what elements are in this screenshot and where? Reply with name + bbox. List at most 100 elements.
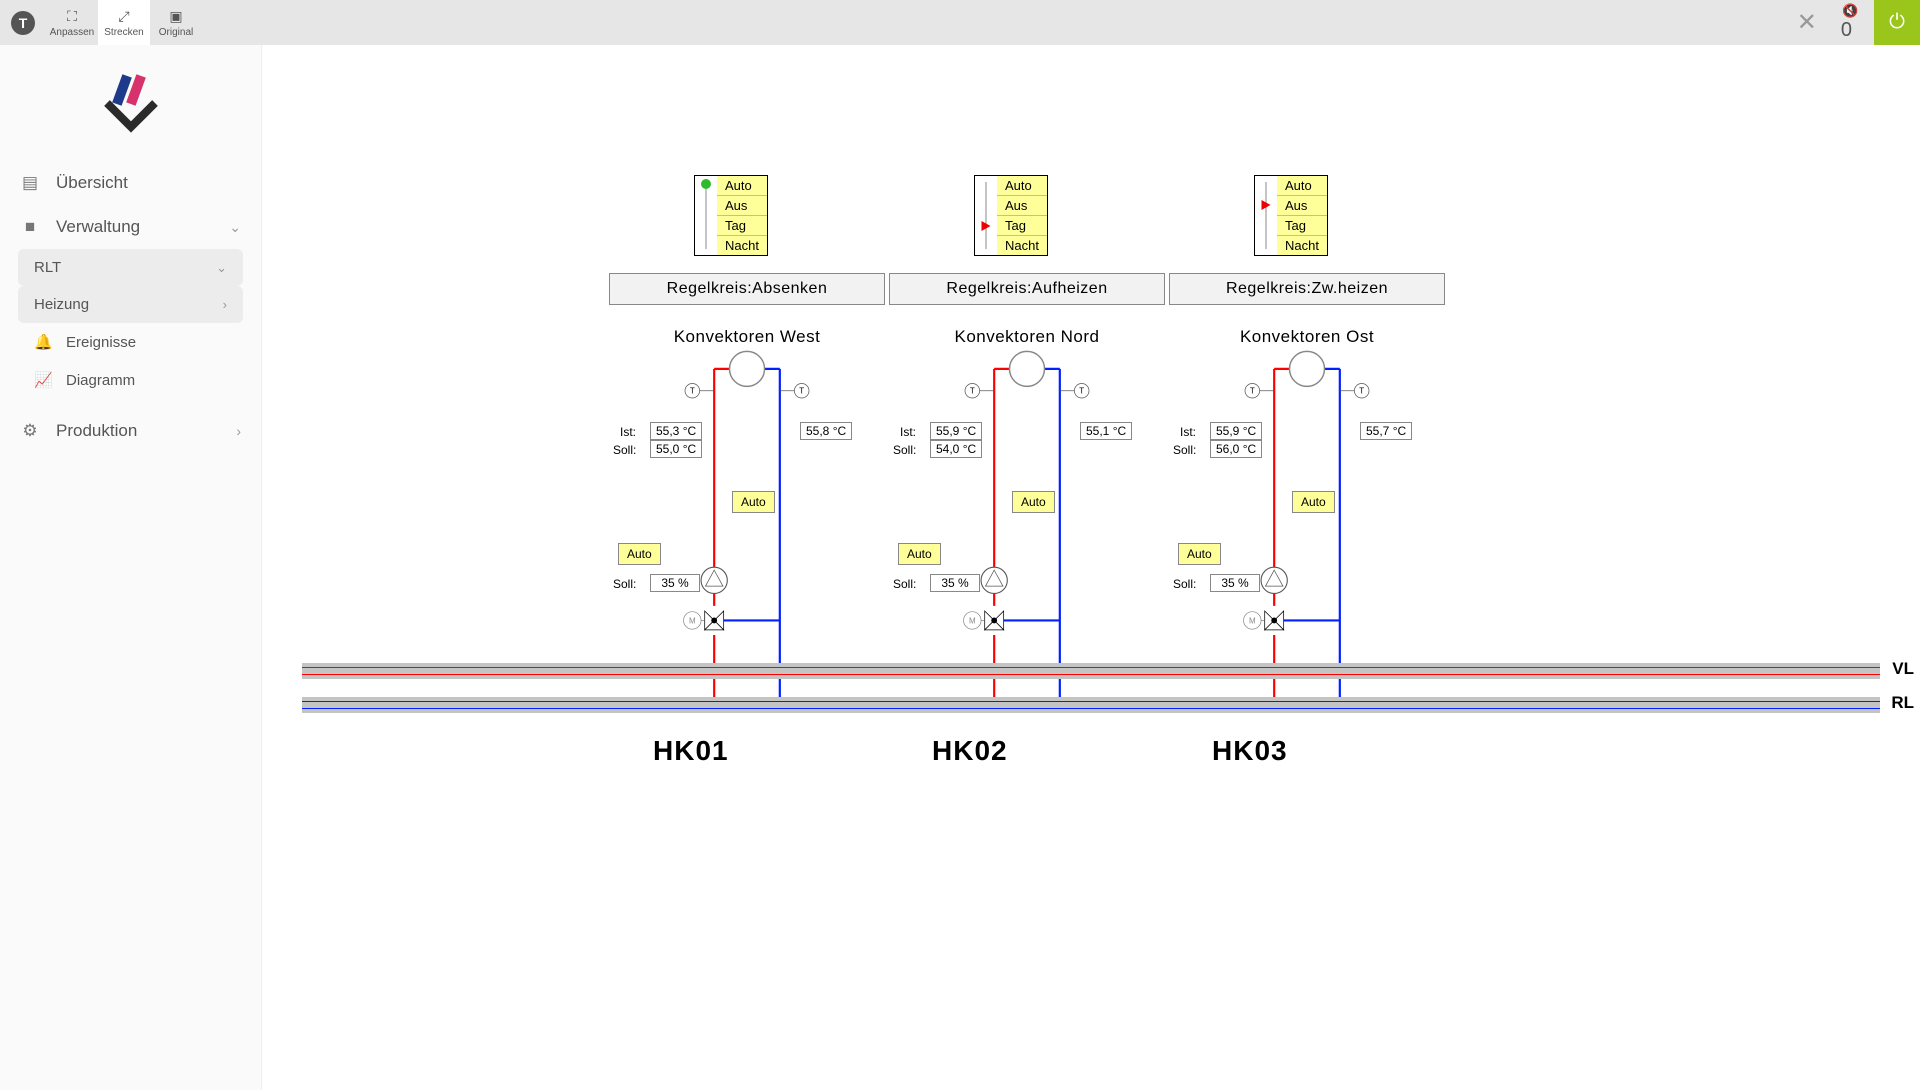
mute-indicator[interactable]: 🔇 0 (1841, 3, 1860, 42)
ist-value: 55,9 °C (1210, 422, 1262, 440)
ist-label: Ist: (1180, 425, 1196, 439)
mode-selector[interactable]: AutoAusTagNacht (974, 175, 1048, 256)
gear-icon: ⚙ (20, 421, 40, 441)
chart-icon: 📈 (34, 371, 52, 389)
stretch-label: Strecken (104, 27, 143, 38)
fit-icon: ⛶ (67, 8, 77, 25)
circuit-title: Konvektoren West (602, 327, 892, 347)
svg-text:T: T (1250, 387, 1255, 396)
mode-option[interactable]: Nacht (1277, 236, 1327, 255)
mode-option[interactable]: Tag (1277, 216, 1327, 236)
nav-ereignisse[interactable]: 🔔 Ereignisse (18, 323, 243, 361)
valve-auto-badge[interactable]: Auto (618, 543, 661, 565)
soll-temp-value: 56,0 °C (1210, 440, 1262, 458)
mode-selector[interactable]: AutoAusTagNacht (694, 175, 768, 256)
circuit-schematic: T T M (602, 347, 892, 697)
original-icon: ▣ (169, 8, 182, 25)
nav-diagramm-label: Diagramm (66, 372, 135, 389)
bell-icon: 🔔 (34, 333, 52, 351)
svg-text:T: T (970, 387, 975, 396)
nav-rlt[interactable]: RLT ⌄ (18, 249, 243, 286)
ist-label: Ist: (900, 425, 916, 439)
nav-heizung-label: Heizung (34, 296, 89, 313)
close-button[interactable]: ✕ (1787, 8, 1827, 37)
svg-text:T: T (1359, 387, 1364, 396)
valve-soll-value: 35 % (1210, 574, 1260, 592)
mode-selector[interactable]: AutoAusTagNacht (1254, 175, 1328, 256)
folder-icon: ■ (20, 217, 40, 237)
nav-verwaltung[interactable]: ■ Verwaltung ⌄ (0, 205, 261, 249)
control-status: Regelkreis:Aufheizen (889, 273, 1165, 305)
nav-heizung[interactable]: Heizung › (18, 286, 243, 323)
soll-temp-value: 55,0 °C (650, 440, 702, 458)
process-view: AutoAusTagNacht Regelkreis:Absenken Konv… (262, 45, 1920, 1090)
stretch-icon: ⤢ (118, 8, 129, 25)
circuit-id: HK03 (1212, 735, 1288, 767)
nav-verwaltung-label: Verwaltung (56, 217, 140, 237)
power-button[interactable]: ⏻ (1874, 0, 1920, 45)
ist-label: Ist: (620, 425, 636, 439)
return-label: RL (1891, 693, 1914, 713)
speaker-muted-icon: 🔇 (1842, 3, 1858, 19)
svg-text:M: M (969, 616, 976, 625)
valve-auto-badge[interactable]: Auto (898, 543, 941, 565)
control-status: Regelkreis:Zw.heizen (1169, 273, 1445, 305)
chevron-down-icon: ⌄ (216, 260, 227, 276)
return-trunk (302, 697, 1880, 713)
soll-label: Soll: (613, 443, 636, 457)
return-temp-value: 55,8 °C (800, 422, 852, 440)
toolbar-right: ✕ 🔇 0 ⏻ (1777, 0, 1920, 45)
valve-soll-label: Soll: (893, 577, 916, 591)
circuit-id: HK02 (932, 735, 1008, 767)
mode-option[interactable]: Aus (997, 196, 1047, 216)
mode-option[interactable]: Tag (717, 216, 767, 236)
circuit-schematic: T T M (882, 347, 1172, 697)
nav-overview-label: Übersicht (56, 173, 128, 193)
alarm-count: 0 (1841, 19, 1860, 42)
valve-soll-label: Soll: (1173, 577, 1196, 591)
mode-option[interactable]: Aus (1277, 196, 1327, 216)
pump-auto-badge[interactable]: Auto (1292, 491, 1335, 513)
mode-option[interactable]: Nacht (717, 236, 767, 255)
mode-option[interactable]: Auto (997, 176, 1047, 196)
circuit-schematic: T T M (1162, 347, 1452, 697)
ist-value: 55,3 °C (650, 422, 702, 440)
mode-option[interactable]: Aus (717, 196, 767, 216)
app-icon[interactable]: T (0, 0, 46, 45)
valve-soll-value: 35 % (650, 574, 700, 592)
pump-auto-badge[interactable]: Auto (1012, 491, 1055, 513)
supply-trunk (302, 663, 1880, 679)
toolbar-left: T ⛶ Anpassen ⤢ Strecken ▣ Original (0, 0, 202, 45)
nav-overview[interactable]: ▤ Übersicht (0, 161, 261, 205)
circuit-title: Konvektoren Ost (1162, 327, 1452, 347)
dashboard-icon: ▤ (20, 173, 40, 193)
mode-option[interactable]: Tag (997, 216, 1047, 236)
valve-soll-value: 35 % (930, 574, 980, 592)
fit-button[interactable]: ⛶ Anpassen (46, 0, 98, 45)
supply-label: VL (1892, 659, 1914, 679)
chevron-right-icon: › (236, 423, 241, 439)
chevron-down-icon: ⌄ (229, 219, 241, 236)
nav-diagramm[interactable]: 📈 Diagramm (18, 361, 243, 399)
original-label: Original (159, 27, 193, 38)
mode-option[interactable]: Auto (717, 176, 767, 196)
pump-auto-badge[interactable]: Auto (732, 491, 775, 513)
svg-text:T: T (799, 387, 804, 396)
svg-text:M: M (1249, 616, 1256, 625)
nav-produktion[interactable]: ⚙ Produktion › (0, 409, 261, 453)
valve-soll-label: Soll: (613, 577, 636, 591)
original-button[interactable]: ▣ Original (150, 0, 202, 45)
valve-auto-badge[interactable]: Auto (1178, 543, 1221, 565)
stretch-button[interactable]: ⤢ Strecken (98, 0, 150, 45)
fit-label: Anpassen (50, 27, 94, 38)
mode-option[interactable]: Nacht (997, 236, 1047, 255)
mode-option[interactable]: Auto (1277, 176, 1327, 196)
soll-label: Soll: (1173, 443, 1196, 457)
soll-label: Soll: (893, 443, 916, 457)
nav-produktion-label: Produktion (56, 421, 137, 441)
return-temp-value: 55,1 °C (1080, 422, 1132, 440)
circuit-id: HK01 (653, 735, 729, 767)
soll-temp-value: 54,0 °C (930, 440, 982, 458)
return-temp-value: 55,7 °C (1360, 422, 1412, 440)
svg-text:T: T (1079, 387, 1084, 396)
